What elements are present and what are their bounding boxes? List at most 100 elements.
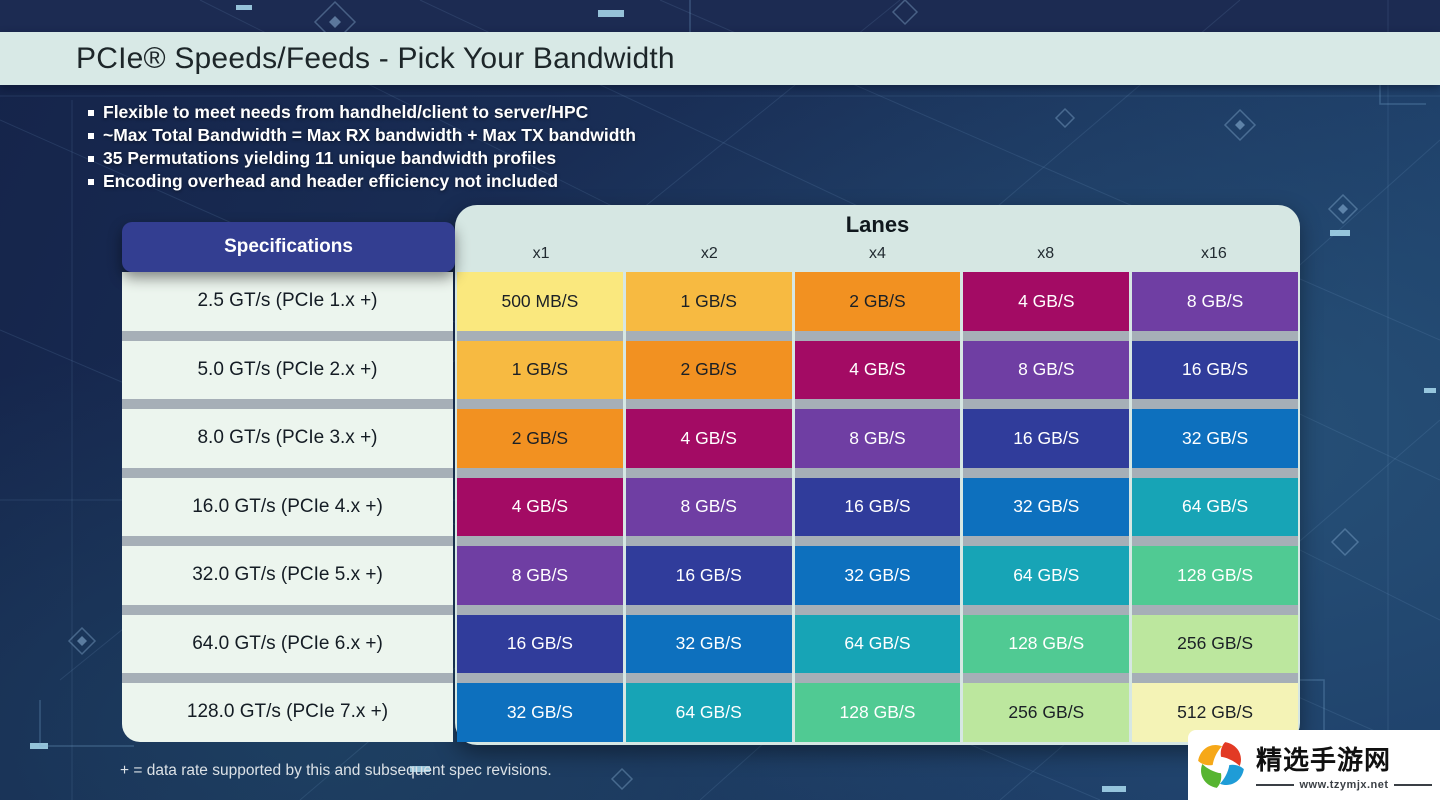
bandwidth-cell: 4 GB/S xyxy=(457,477,623,536)
row-separator xyxy=(794,673,961,683)
column-header-x16: x16 xyxy=(1200,245,1227,262)
bullet-item: Flexible to meet needs from handheld/cli… xyxy=(88,101,636,124)
row-separator xyxy=(122,673,453,683)
bullet-item: Encoding overhead and header efficiency … xyxy=(88,170,636,193)
row-separator xyxy=(794,467,961,478)
bandwidth-cell: 128 GB/S xyxy=(794,683,961,742)
column-header-x4: x4 xyxy=(869,245,886,262)
bandwidth-cell: 128 GB/S xyxy=(963,614,1130,673)
bandwidth-cell: 32 GB/S xyxy=(1132,409,1298,468)
bandwidth-cell: 8 GB/S xyxy=(963,340,1130,399)
row-separator xyxy=(122,330,453,341)
watermark-site-url: www.tzymjx.net xyxy=(1299,778,1389,791)
row-separator xyxy=(1132,673,1298,683)
row-separator xyxy=(963,467,1130,478)
lanes-header: Lanes xyxy=(845,212,910,237)
row-separator xyxy=(625,399,792,409)
bandwidth-cell: 32 GB/S xyxy=(457,683,623,742)
bandwidth-cell: 16 GB/S xyxy=(794,477,961,536)
bandwidth-cell: 64 GB/S xyxy=(625,683,792,742)
column-header-x1: x1 xyxy=(532,245,550,262)
bandwidth-cell: 2 GB/S xyxy=(794,272,961,331)
row-separator xyxy=(794,330,961,341)
spec-row-label: 5.0 GT/s (PCIe 2.x +) xyxy=(122,340,453,399)
row-separator xyxy=(794,399,961,409)
bandwidth-cell: 1 GB/S xyxy=(457,340,623,399)
row-separator xyxy=(457,330,623,341)
bandwidth-cell: 16 GB/S xyxy=(963,409,1130,468)
row-separator xyxy=(1132,536,1298,546)
row-separator xyxy=(457,536,623,546)
spec-column: 2.5 GT/s (PCIe 1.x +) 5.0 GT/s (PCIe 2.x… xyxy=(122,272,453,742)
bandwidth-cell: 256 GB/S xyxy=(963,683,1130,742)
row-separator xyxy=(625,604,792,615)
row-separator xyxy=(625,536,792,546)
bandwidth-cell: 4 GB/S xyxy=(963,272,1130,331)
bullet-list: Flexible to meet needs from handheld/cli… xyxy=(88,101,636,193)
row-separator xyxy=(625,467,792,478)
bandwidth-table: 500 MB/S 1 GB/S 2 GB/S 4 GB/S 8 GB/S 1 G… xyxy=(457,272,1298,742)
row-separator xyxy=(625,330,792,341)
bandwidth-cell: 32 GB/S xyxy=(794,546,961,605)
bullet-item: ~Max Total Bandwidth = Max RX bandwidth … xyxy=(88,124,636,147)
page-title: PCIe® Speeds/Feeds - Pick Your Bandwidth xyxy=(76,41,675,75)
row-separator xyxy=(1132,604,1298,615)
bandwidth-cell: 8 GB/S xyxy=(794,409,961,468)
row-separator xyxy=(122,467,453,478)
bandwidth-cell: 32 GB/S xyxy=(963,477,1130,536)
watermark-site-name: 精选手游网 xyxy=(1256,744,1392,775)
row-separator xyxy=(963,330,1130,341)
row-separator xyxy=(122,399,453,409)
bandwidth-cell: 8 GB/S xyxy=(457,546,623,605)
specifications-header: Specifications xyxy=(122,222,455,272)
row-separator xyxy=(457,467,623,478)
watermark-url-row: www.tzymjx.net xyxy=(1256,778,1433,791)
bandwidth-cell: 500 MB/S xyxy=(457,272,623,331)
bandwidth-cell: 64 GB/S xyxy=(1132,477,1298,536)
row-separator xyxy=(457,399,623,409)
bandwidth-cell: 32 GB/S xyxy=(625,614,792,673)
row-separator xyxy=(963,673,1130,683)
dash-rule xyxy=(1393,783,1433,786)
spec-row-label: 8.0 GT/s (PCIe 3.x +) xyxy=(122,409,453,468)
bandwidth-cell: 8 GB/S xyxy=(1132,272,1298,331)
bandwidth-cell: 128 GB/S xyxy=(1132,546,1298,605)
row-separator xyxy=(963,604,1130,615)
bandwidth-cell: 64 GB/S xyxy=(794,614,961,673)
bandwidth-cell: 64 GB/S xyxy=(963,546,1130,605)
spec-row-label: 32.0 GT/s (PCIe 5.x +) xyxy=(122,546,453,605)
bandwidth-cell: 8 GB/S xyxy=(625,477,792,536)
bandwidth-cell: 256 GB/S xyxy=(1132,614,1298,673)
row-separator xyxy=(122,604,453,615)
bandwidth-cell: 1 GB/S xyxy=(625,272,792,331)
spec-row-label: 2.5 GT/s (PCIe 1.x +) xyxy=(122,272,453,331)
row-separator xyxy=(625,673,792,683)
bandwidth-cell: 2 GB/S xyxy=(457,409,623,468)
spec-row-label: 128.0 GT/s (PCIe 7.x +) xyxy=(122,683,453,742)
row-separator xyxy=(457,604,623,615)
row-separator xyxy=(122,536,453,546)
bandwidth-cell: 16 GB/S xyxy=(457,614,623,673)
row-separator xyxy=(457,673,623,683)
title-bar: PCIe® Speeds/Feeds - Pick Your Bandwidth xyxy=(0,32,1440,85)
bandwidth-cell: 2 GB/S xyxy=(625,340,792,399)
row-separator xyxy=(1132,330,1298,341)
watermark-badge: 精选手游网 www.tzymjx.net xyxy=(1188,730,1440,800)
watermark-text: 精选手游网 www.tzymjx.net xyxy=(1256,740,1433,791)
bandwidth-cell: 16 GB/S xyxy=(1132,340,1298,399)
row-separator xyxy=(794,536,961,546)
footnote: + = data rate supported by this and subs… xyxy=(120,762,552,779)
row-separator xyxy=(963,536,1130,546)
bandwidth-cell: 16 GB/S xyxy=(625,546,792,605)
bandwidth-cell: 4 GB/S xyxy=(625,409,792,468)
column-header-x2: x2 xyxy=(700,245,718,262)
row-separator xyxy=(963,399,1130,409)
row-separator xyxy=(1132,467,1298,478)
row-separator xyxy=(794,604,961,615)
bullet-item: 35 Permutations yielding 11 unique bandw… xyxy=(88,147,636,170)
dash-rule xyxy=(1256,783,1295,786)
lane-column-headers: x1 x2 x4 x8 x16 xyxy=(457,245,1298,263)
spec-row-label: 16.0 GT/s (PCIe 4.x +) xyxy=(122,477,453,536)
column-header-x8: x8 xyxy=(1037,245,1055,262)
